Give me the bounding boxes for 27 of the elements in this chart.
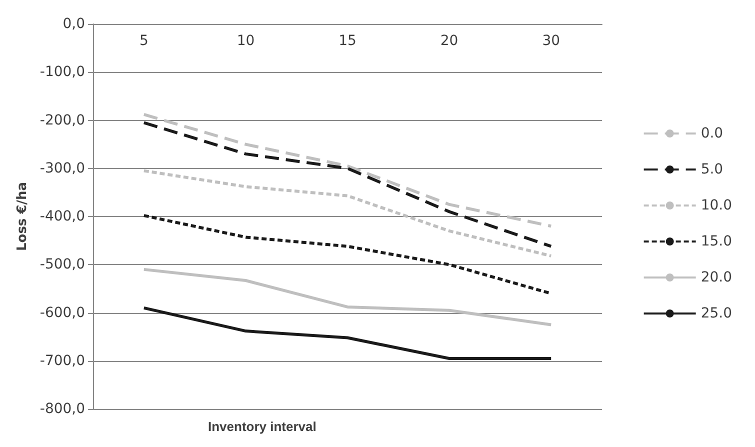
legend-label: 10.0	[700, 198, 732, 214]
y-tick-label: -600,0	[40, 304, 86, 321]
x-tick-label: 20	[440, 33, 458, 49]
legend-label: 25.0	[700, 306, 732, 322]
line-series	[142, 268, 553, 326]
legend-label: 15.0	[700, 234, 732, 250]
y-tick-label: -800,0	[40, 401, 86, 417]
legend-label: 0.0	[700, 126, 724, 142]
y-tick-label: -500,0	[40, 256, 86, 273]
y-tick-label: -100,0	[40, 64, 86, 80]
y-tick-label: -700,0	[40, 352, 86, 369]
y-tick-label: -300,0	[40, 160, 86, 176]
line-series	[142, 112, 553, 228]
x-tick-label: 15	[338, 33, 356, 49]
x-tick-label: 5	[139, 33, 148, 49]
y-axis-title: Loss €/ha	[15, 182, 30, 252]
x-tick-label: 30	[542, 33, 560, 49]
legend-label: 5.0	[700, 162, 724, 178]
line-series	[142, 306, 553, 360]
y-tick-label: -200,0	[40, 112, 86, 128]
x-axis-title: Inventory interval	[208, 419, 316, 434]
line-series	[142, 121, 553, 248]
y-tick-label: -400,0	[40, 208, 86, 224]
x-tick-label: 10	[236, 33, 255, 49]
line-series	[142, 169, 553, 258]
y-tick-label: 0,0	[62, 16, 86, 32]
legend-label: 20.0	[700, 270, 732, 286]
